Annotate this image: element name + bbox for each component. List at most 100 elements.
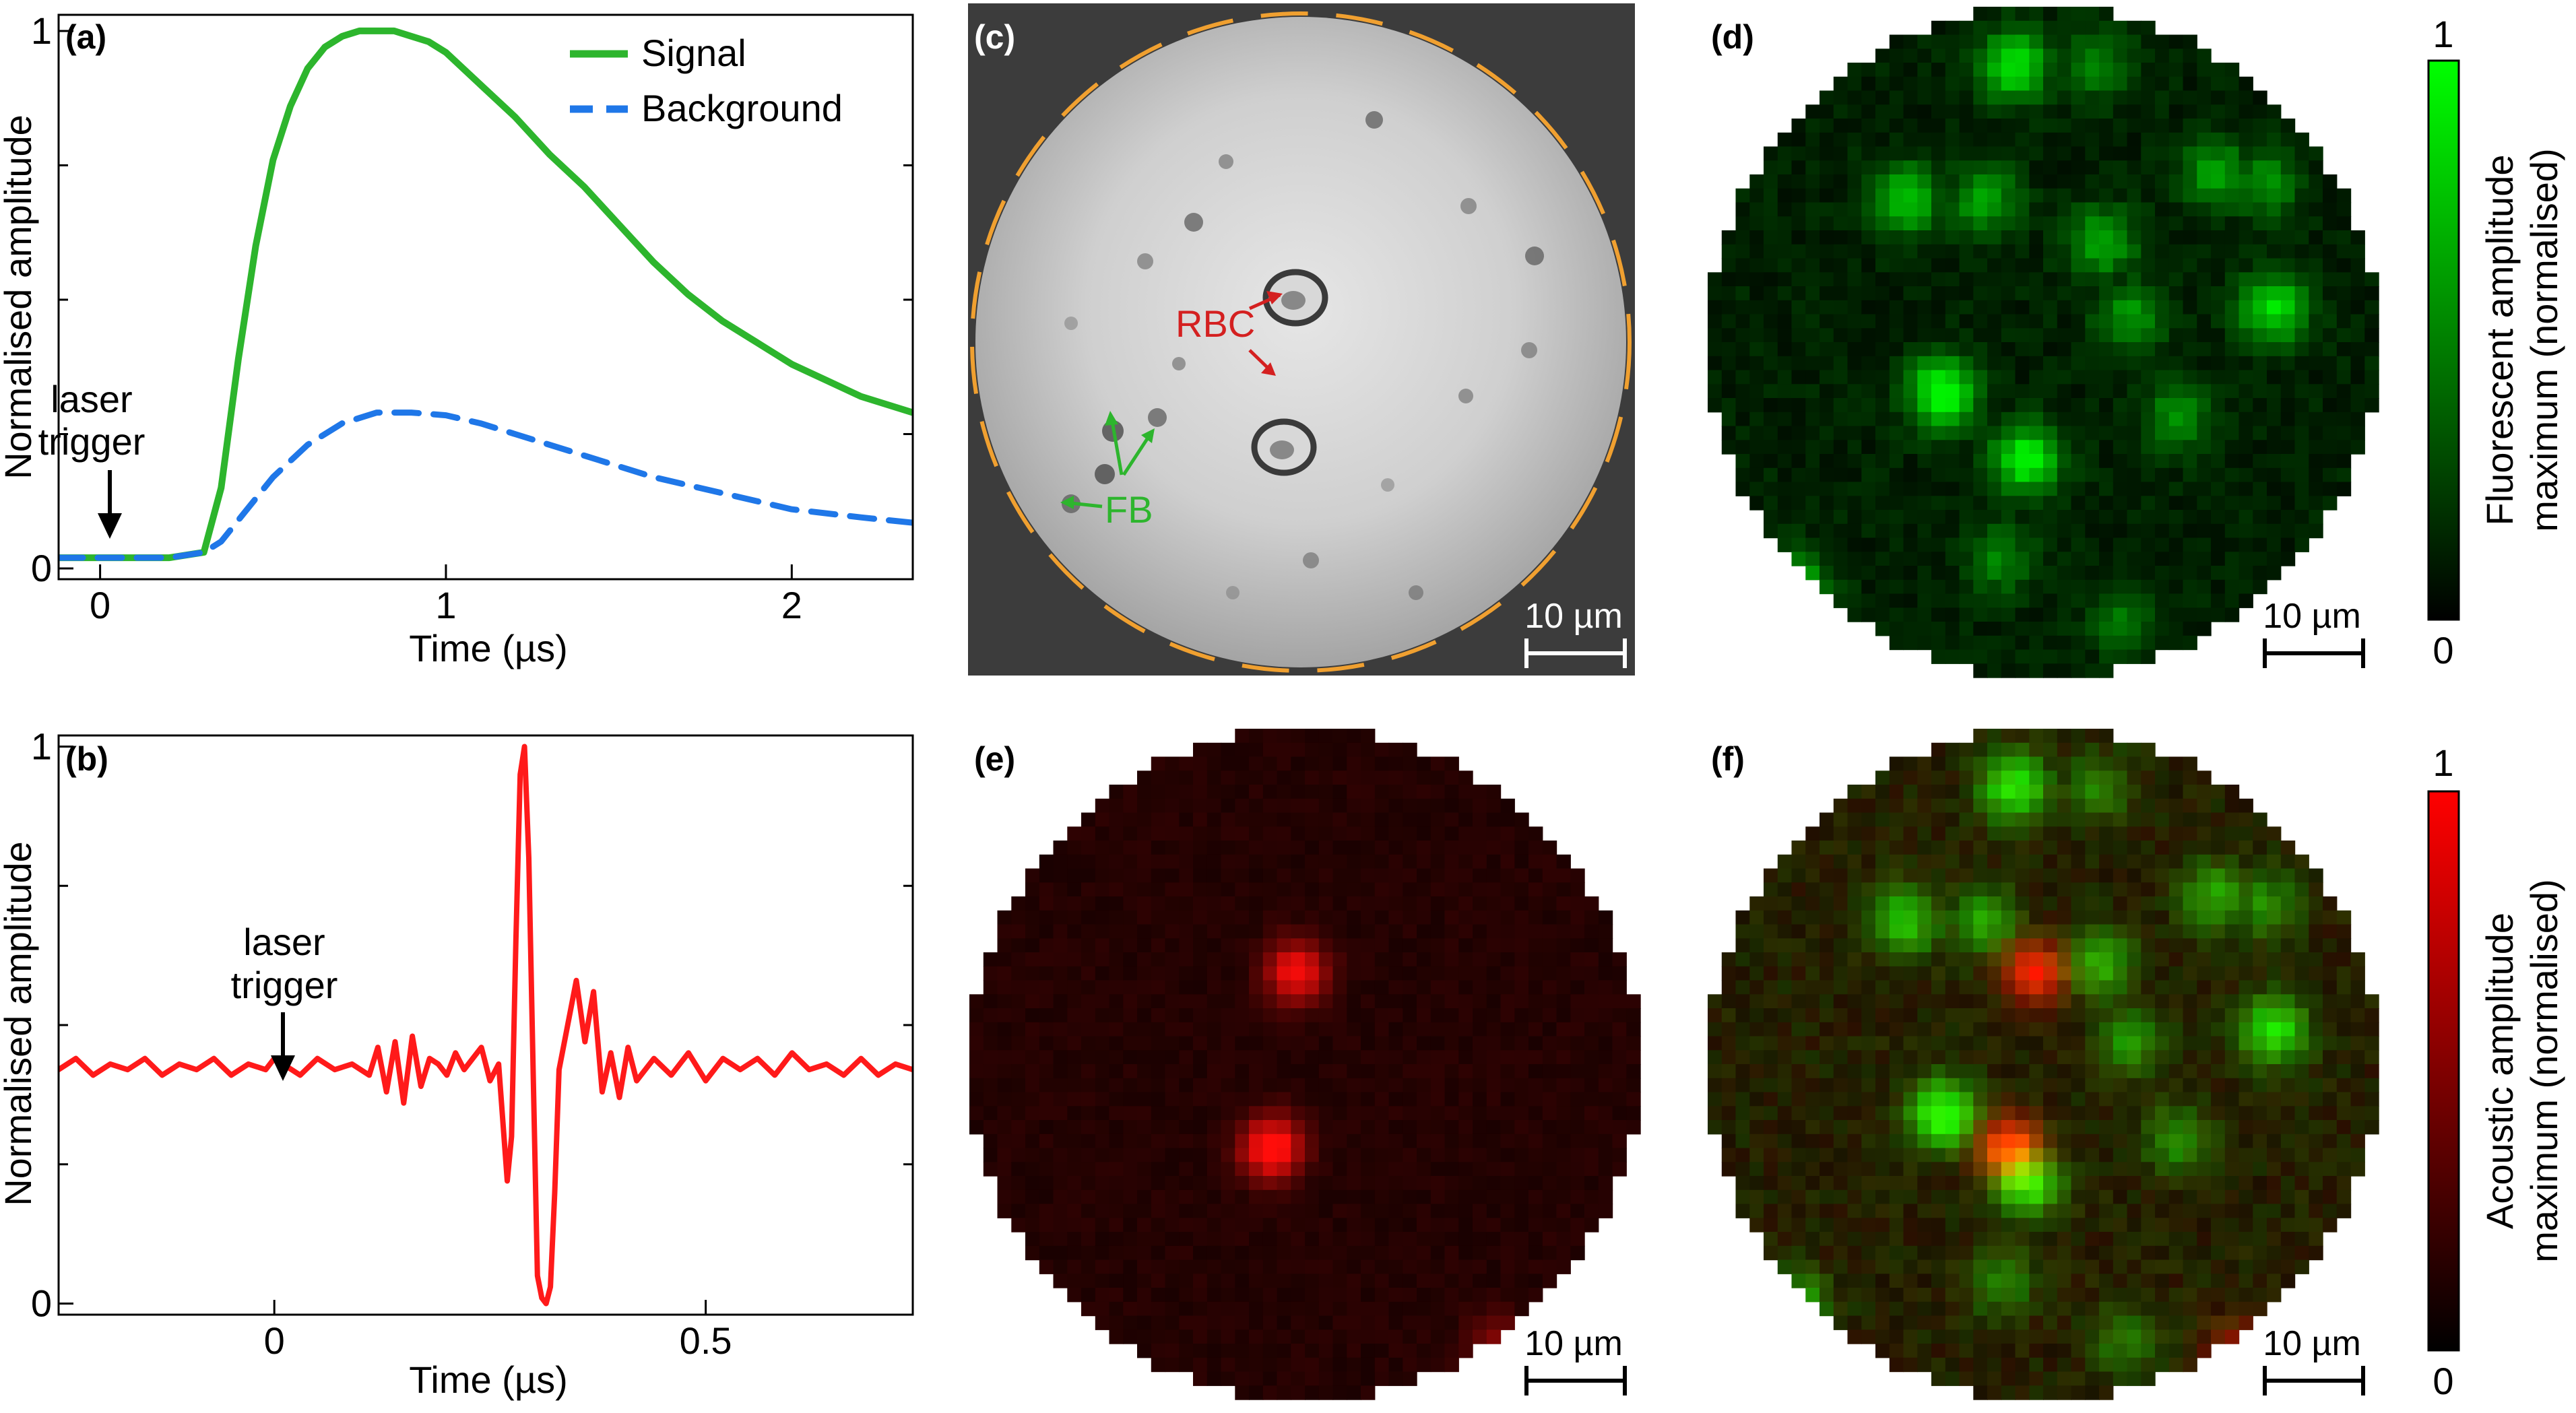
heatmap-pixel xyxy=(1945,1315,1960,1330)
heatmap-pixel xyxy=(1067,1176,1082,1191)
heatmap-pixel xyxy=(2309,523,2323,539)
heatmap-pixel xyxy=(2043,34,2058,49)
heatmap-pixel xyxy=(1945,76,1960,92)
heatmap-pixel xyxy=(1473,854,1487,869)
heatmap-pixel xyxy=(2127,1301,2142,1317)
heatmap-pixel xyxy=(1374,882,1390,897)
heatmap-pixel xyxy=(1473,1036,1487,1051)
heatmap-pixel xyxy=(2015,202,2030,217)
heatmap-pixel xyxy=(1514,1274,1529,1288)
heatmap-pixel xyxy=(1151,826,1166,841)
heatmap-pixel xyxy=(1931,132,1946,147)
heatmap-pixel xyxy=(1067,1148,1082,1162)
heatmap-pixel xyxy=(2141,174,2156,189)
heatmap-pixel xyxy=(1417,1274,1431,1288)
heatmap-pixel xyxy=(2155,398,2170,413)
heatmap-pixel xyxy=(1973,314,1988,329)
heatmap-pixel xyxy=(1987,202,2002,217)
heatmap-pixel xyxy=(1875,300,1890,315)
heatmap-pixel xyxy=(1764,174,1778,189)
heatmap-pixel xyxy=(1500,868,1515,883)
heatmap-pixel xyxy=(1987,510,2002,525)
heatmap-pixel xyxy=(1764,868,1778,883)
heatmap-pixel xyxy=(1861,328,1876,343)
heatmap-pixel xyxy=(1903,510,1918,525)
heatmap-pixel xyxy=(1500,1315,1515,1330)
heatmap-pixel xyxy=(1165,1344,1180,1358)
heatmap-pixel xyxy=(1291,798,1306,814)
heatmap-pixel xyxy=(1305,1162,1320,1177)
heatmap-pixel xyxy=(1221,1259,1235,1274)
heatmap-pixel xyxy=(1318,896,1334,911)
heatmap-pixel xyxy=(2113,1148,2128,1162)
heatmap-pixel xyxy=(1374,1148,1390,1162)
heatmap-pixel xyxy=(1235,1022,1250,1037)
heatmap-pixel xyxy=(1805,496,1820,511)
heatmap-pixel xyxy=(1277,1204,1291,1218)
heatmap-pixel xyxy=(1791,1204,1806,1218)
heatmap-pixel xyxy=(1764,1050,1778,1065)
heatmap-pixel xyxy=(1361,1064,1376,1079)
heatmap-pixel xyxy=(1388,1274,1403,1288)
heatmap-pixel xyxy=(2183,119,2197,133)
panel-b-ylabel: Normalised amplitude xyxy=(0,841,39,1206)
heatmap-pixel xyxy=(1291,770,1306,785)
heatmap-pixel xyxy=(1833,76,1848,92)
heatmap-pixel xyxy=(2001,300,2016,315)
heatmap-pixel xyxy=(2113,426,2128,440)
heatmap-pixel xyxy=(1973,552,1988,566)
heatmap-pixel xyxy=(2085,104,2100,119)
heatmap-pixel xyxy=(2127,896,2142,911)
heatmap-pixel xyxy=(1444,1204,1459,1218)
heatmap-pixel xyxy=(1945,510,1960,525)
heatmap-pixel xyxy=(1165,1176,1180,1191)
heatmap-pixel xyxy=(1847,454,1862,469)
heatmap-pixel xyxy=(2183,566,2197,581)
heatmap-pixel xyxy=(1570,882,1585,897)
heatmap-pixel xyxy=(1598,952,1613,967)
heatmap-pixel xyxy=(2015,132,2030,147)
heatmap-pixel xyxy=(1430,882,1446,897)
heatmap-pixel xyxy=(1847,412,1862,427)
heatmap-pixel xyxy=(1262,1050,1278,1065)
heatmap-pixel xyxy=(1388,1008,1403,1023)
heatmap-pixel xyxy=(1861,868,1876,883)
heatmap-pixel xyxy=(2127,1232,2142,1247)
heatmap-pixel xyxy=(1987,356,2002,371)
heatmap-pixel xyxy=(1417,756,1431,771)
heatmap-pixel xyxy=(1291,812,1306,827)
heatmap-pixel xyxy=(1249,1064,1264,1079)
heatmap-pixel xyxy=(1791,174,1806,189)
heatmap-pixel xyxy=(2211,467,2226,483)
heatmap-pixel xyxy=(1011,1218,1026,1233)
heatmap-pixel xyxy=(1067,1078,1082,1093)
heatmap-pixel xyxy=(1486,1064,1502,1079)
heatmap-pixel xyxy=(2057,90,2072,105)
heatmap-pixel xyxy=(1570,924,1585,939)
heatmap-pixel xyxy=(1820,826,1834,841)
y-tick-label: 1 xyxy=(31,725,52,768)
heatmap-pixel xyxy=(1777,994,1793,1009)
heatmap-pixel xyxy=(2029,607,2044,622)
heatmap-pixel xyxy=(2099,1371,2114,1386)
heatmap-pixel xyxy=(2057,1371,2072,1386)
heatmap-pixel xyxy=(1987,454,2002,469)
heatmap-pixel xyxy=(2155,300,2170,315)
heatmap-pixel xyxy=(1221,1133,1235,1149)
heatmap-pixel xyxy=(2099,76,2114,92)
heatmap-pixel xyxy=(1861,482,1876,496)
heatmap-pixel xyxy=(1764,994,1778,1009)
heatmap-pixel xyxy=(1959,104,1974,119)
heatmap-pixel xyxy=(2224,146,2240,161)
heatmap-pixel xyxy=(2364,272,2379,287)
heatmap-pixel xyxy=(1805,938,1820,953)
heatmap-pixel xyxy=(1556,1218,1571,1233)
heatmap-pixel xyxy=(2127,482,2142,496)
heatmap-pixel xyxy=(2001,924,2016,939)
heatmap-pixel xyxy=(2350,230,2365,245)
heatmap-pixel xyxy=(2336,230,2352,245)
heatmap-pixel xyxy=(1959,966,1974,981)
heatmap-pixel xyxy=(1374,1259,1390,1274)
heatmap-pixel xyxy=(2085,607,2100,622)
heatmap-pixel xyxy=(1193,924,1208,939)
